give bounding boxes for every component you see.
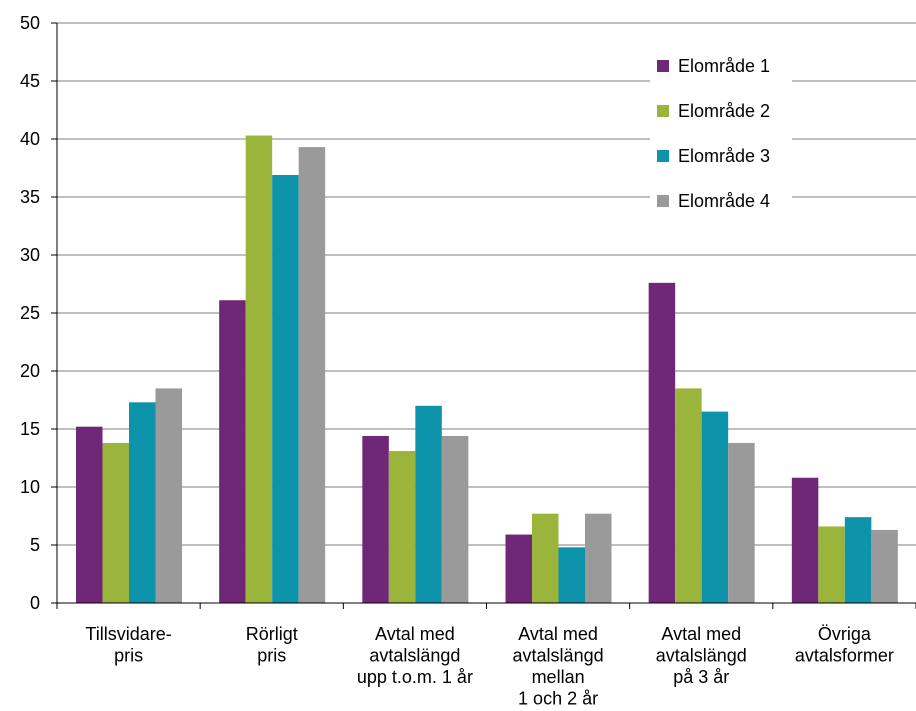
y-tick-label: 15 <box>20 419 40 439</box>
legend-label: Elområde 3 <box>678 146 770 166</box>
x-category-label: avtalslängd <box>656 646 747 666</box>
x-category-label: avtalslängd <box>513 646 604 666</box>
y-tick-labels: 0 5 10 15 20 25 30 35 40 45 50 <box>20 13 40 613</box>
bar <box>818 526 845 603</box>
legend-swatch <box>657 60 669 72</box>
bar <box>675 388 702 603</box>
y-tick-label: 40 <box>20 129 40 149</box>
x-category-label: Avtal med <box>375 624 455 644</box>
x-category-label: avtalslängd <box>369 646 460 666</box>
bar <box>298 147 326 603</box>
x-category-label: pris <box>257 646 286 666</box>
bars <box>76 135 898 603</box>
legend-label: Elområde 2 <box>678 101 770 121</box>
legend-swatch <box>657 195 669 207</box>
bar <box>871 529 898 603</box>
bar <box>844 517 872 603</box>
bar <box>415 405 442 603</box>
bar <box>648 282 676 603</box>
bar <box>129 402 156 603</box>
bar <box>585 513 612 603</box>
x-category-label: avtalsformer <box>795 646 894 666</box>
legend-swatch <box>657 150 669 162</box>
y-tick-label: 45 <box>20 71 40 91</box>
bar <box>728 442 755 603</box>
bar <box>505 534 532 603</box>
x-category-label: Övriga <box>818 624 872 644</box>
bar <box>155 388 182 603</box>
y-tick-label: 5 <box>30 535 40 555</box>
bar <box>701 411 729 603</box>
x-category-label: pris <box>114 646 143 666</box>
legend-background <box>650 46 792 214</box>
bar <box>791 477 819 603</box>
bar <box>441 435 469 603</box>
legend-swatch <box>657 105 669 117</box>
legend-label: Elområde 4 <box>678 191 770 211</box>
legend-label: Elområde 1 <box>678 56 770 76</box>
x-category-label: upp t.o.m. 1 år <box>357 667 473 687</box>
x-category-label: Avtal med <box>661 624 741 644</box>
x-category-label: mellan <box>532 667 585 687</box>
y-tick-label: 25 <box>20 303 40 323</box>
y-tick-label: 30 <box>20 245 40 265</box>
bar <box>102 442 129 603</box>
x-category-label: 1 och 2 år <box>518 689 598 709</box>
y-tick-label: 10 <box>20 477 40 497</box>
axes <box>51 22 916 609</box>
bar <box>558 547 585 603</box>
x-category-label: Tillsvidare- <box>85 624 171 644</box>
bar <box>219 300 246 603</box>
y-tick-label: 20 <box>20 361 40 381</box>
bar <box>362 435 389 603</box>
gridlines <box>57 22 916 546</box>
bar <box>388 451 416 603</box>
legend: Elområde 1 Elområde 2 Elområde 3 Elområde 4 <box>650 46 792 214</box>
x-category-label: på 3 år <box>673 667 729 687</box>
bar <box>76 426 103 603</box>
bar <box>245 135 273 603</box>
x-category-label: Avtal med <box>518 624 598 644</box>
bar <box>532 513 559 603</box>
bar <box>272 174 299 603</box>
y-tick-label: 50 <box>20 13 40 33</box>
y-tick-label: 0 <box>30 593 40 613</box>
x-category-label: Rörligt <box>246 624 298 644</box>
y-tick-label: 35 <box>20 187 40 207</box>
